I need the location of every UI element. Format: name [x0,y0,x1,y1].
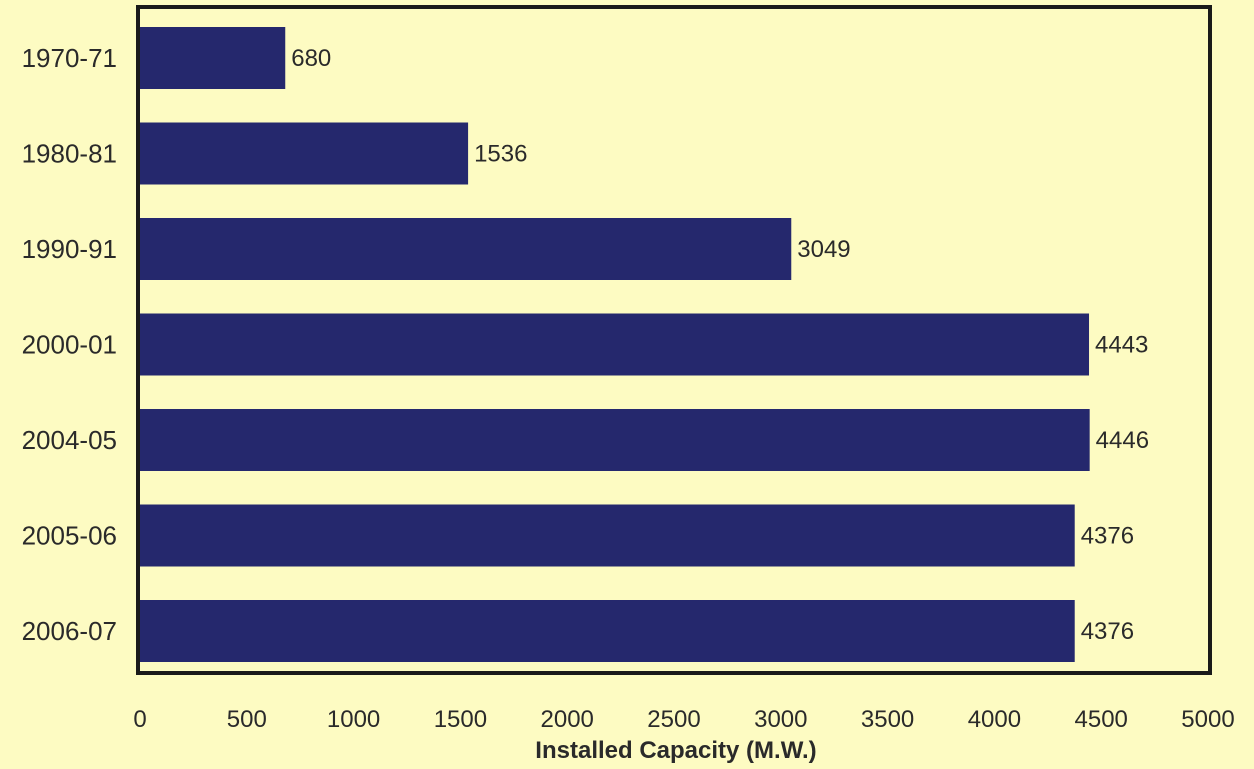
bar-2005-06 [140,504,1075,567]
bar-2006-07 [140,600,1075,662]
category-label-2005-06: 2005-06 [22,521,117,551]
x-tick-3500: 3500 [861,706,914,733]
bar-series [140,27,1090,662]
category-label-1990-91: 1990-91 [22,234,117,264]
x-tick-labels: 0 500 1000 1500 2000 2500 3000 3500 4000 4500 5000 [133,706,1234,733]
value-label-2004-05: 4446 [1096,427,1149,454]
plot-frame [136,5,1212,675]
category-label-1970-71: 1970-71 [22,43,117,73]
x-tick-1500: 1500 [434,706,487,733]
x-tick-2500: 2500 [647,706,700,733]
category-label-2006-07: 2006-07 [22,616,117,646]
bar-1980-81 [140,122,469,185]
category-label-2000-01: 2000-01 [22,330,117,360]
value-label-2006-07: 4376 [1081,618,1134,645]
bar-2000-01 [140,313,1090,376]
value-label-1970-71: 680 [291,45,331,72]
x-tick-4000: 4000 [968,706,1021,733]
x-tick-0: 0 [133,706,146,733]
x-tick-5000: 5000 [1181,706,1234,733]
category-label-2004-05: 2004-05 [22,425,117,455]
bar-2004-05 [140,409,1090,471]
value-label-2000-01: 4443 [1095,332,1148,359]
bar-1990-91 [140,218,792,280]
x-tick-2000: 2000 [541,706,594,733]
value-labels: 680 1536 3049 4443 4446 4376 4376 [291,45,1149,645]
x-tick-1000: 1000 [327,706,380,733]
value-label-1990-91: 3049 [797,236,850,263]
category-labels: 1970-71 1980-81 1990-91 2000-01 2004-05 2005-… [22,43,117,646]
x-tick-4500: 4500 [1075,706,1128,733]
bar-1970-71 [140,27,286,89]
x-tick-3000: 3000 [754,706,807,733]
category-label-1980-81: 1980-81 [22,139,117,169]
value-label-1980-81: 1536 [474,141,527,168]
x-tick-500: 500 [227,706,267,733]
x-axis-title: Installed Capacity (M.W.) [535,737,816,764]
value-label-2005-06: 4376 [1081,523,1134,550]
